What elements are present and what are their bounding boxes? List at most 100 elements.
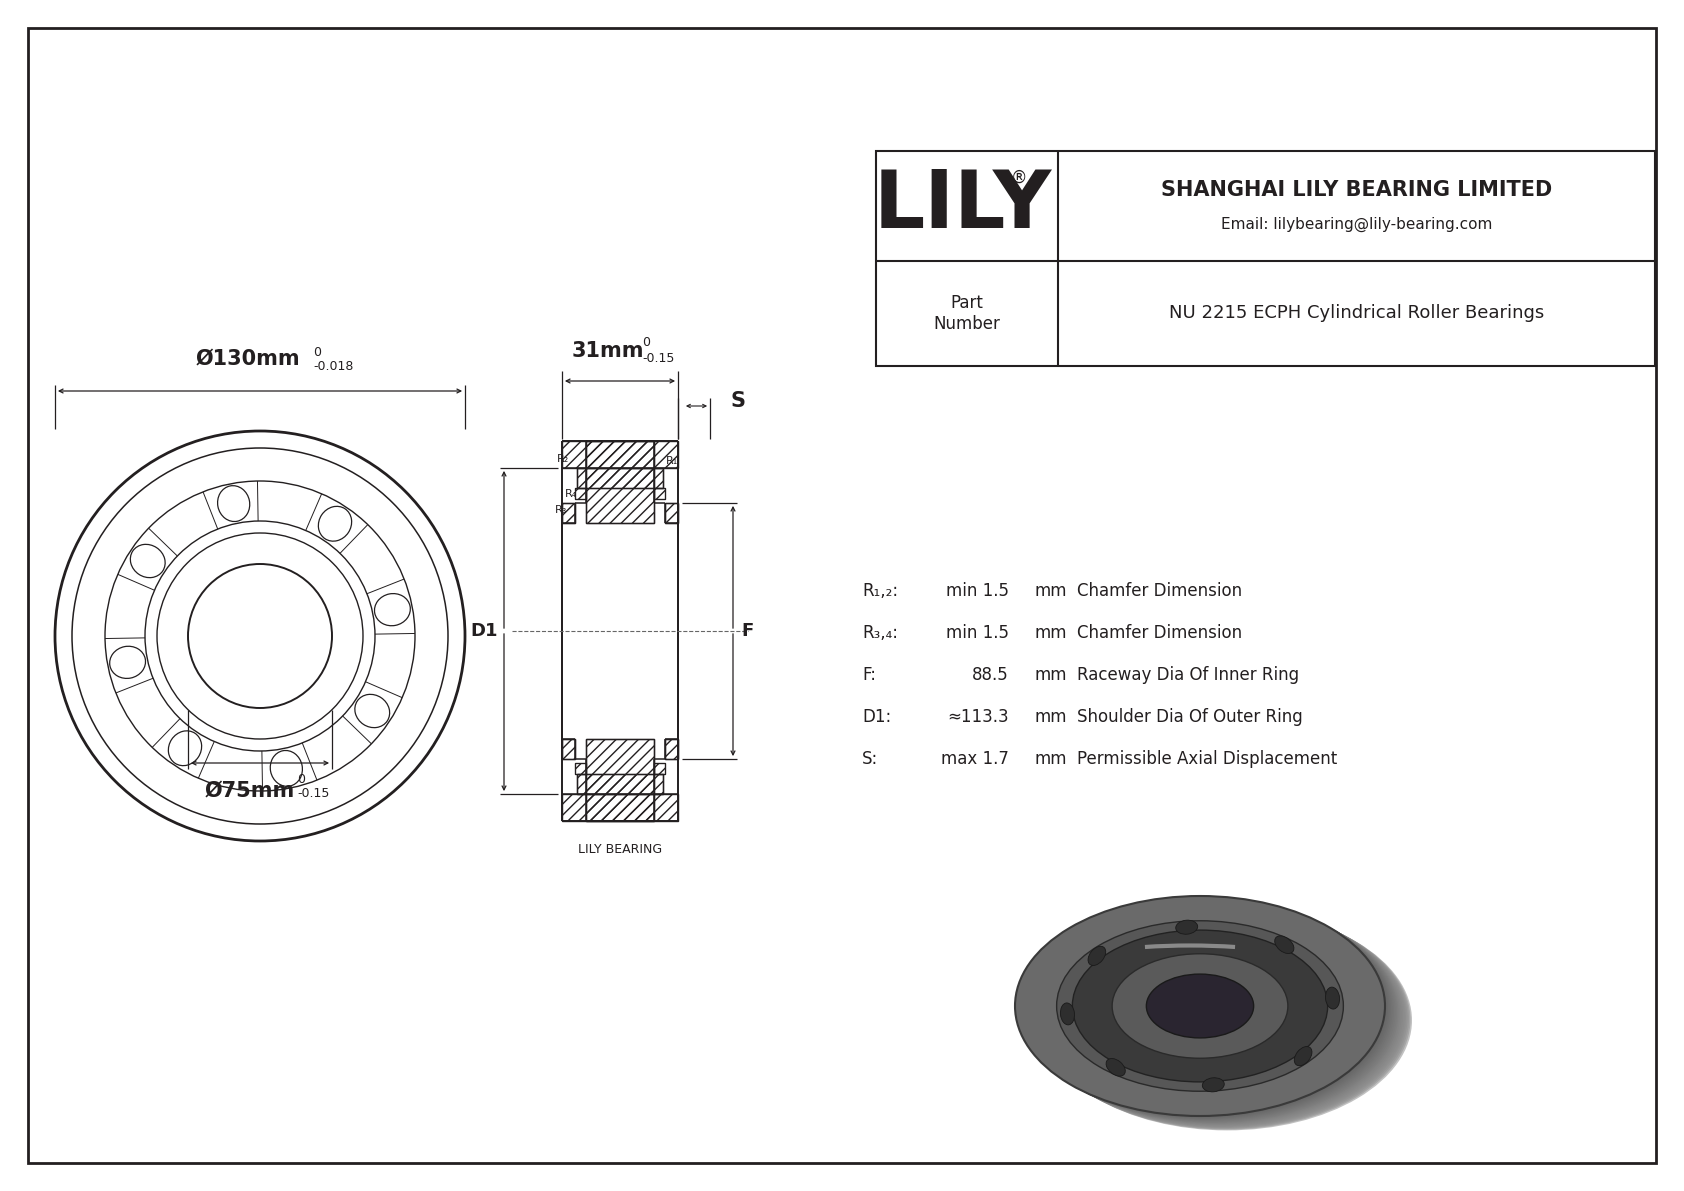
Ellipse shape bbox=[1019, 898, 1388, 1117]
Ellipse shape bbox=[1015, 896, 1384, 1116]
Ellipse shape bbox=[1073, 930, 1327, 1081]
Bar bbox=[562, 441, 679, 468]
Bar bbox=[653, 763, 665, 774]
Ellipse shape bbox=[1026, 902, 1396, 1122]
Text: S:: S: bbox=[862, 750, 879, 768]
Text: D1: D1 bbox=[470, 622, 498, 640]
Text: min 1.5: min 1.5 bbox=[946, 624, 1009, 642]
Ellipse shape bbox=[1032, 905, 1401, 1124]
Bar bbox=[562, 503, 574, 523]
Ellipse shape bbox=[1039, 909, 1410, 1129]
Ellipse shape bbox=[1034, 906, 1404, 1127]
Text: LILY BEARING: LILY BEARING bbox=[578, 843, 662, 856]
Bar bbox=[665, 738, 679, 759]
Ellipse shape bbox=[1032, 905, 1403, 1125]
Text: mm: mm bbox=[1036, 666, 1068, 684]
Ellipse shape bbox=[1022, 900, 1393, 1120]
Text: Ø130mm: Ø130mm bbox=[195, 349, 300, 369]
Text: R₂: R₂ bbox=[557, 454, 569, 464]
Text: R₁,₂:: R₁,₂: bbox=[862, 582, 898, 600]
Bar bbox=[574, 488, 586, 499]
Ellipse shape bbox=[1088, 947, 1106, 966]
Text: ®: ® bbox=[1010, 169, 1027, 187]
Text: mm: mm bbox=[1036, 750, 1068, 768]
Text: R₃: R₃ bbox=[556, 505, 568, 515]
Text: Shoulder Dia Of Outer Ring: Shoulder Dia Of Outer Ring bbox=[1078, 707, 1303, 727]
Bar bbox=[586, 441, 653, 523]
Bar bbox=[578, 774, 663, 794]
Text: Chamfer Dimension: Chamfer Dimension bbox=[1078, 582, 1243, 600]
Ellipse shape bbox=[1031, 904, 1399, 1124]
Bar bbox=[562, 738, 574, 759]
Bar bbox=[562, 794, 679, 821]
Text: LILY: LILY bbox=[874, 167, 1052, 245]
Text: R₄: R₄ bbox=[566, 490, 578, 499]
Text: F:: F: bbox=[862, 666, 876, 684]
Text: -0.15: -0.15 bbox=[296, 787, 330, 800]
Text: Raceway Dia Of Inner Ring: Raceway Dia Of Inner Ring bbox=[1078, 666, 1298, 684]
Ellipse shape bbox=[1147, 974, 1253, 1037]
Text: -0.15: -0.15 bbox=[642, 353, 674, 364]
Ellipse shape bbox=[1202, 1078, 1224, 1092]
Ellipse shape bbox=[1037, 908, 1408, 1128]
Ellipse shape bbox=[1042, 910, 1411, 1130]
Bar bbox=[562, 503, 574, 523]
Ellipse shape bbox=[1111, 954, 1288, 1059]
Text: mm: mm bbox=[1036, 624, 1068, 642]
Bar bbox=[562, 738, 574, 759]
Ellipse shape bbox=[1021, 899, 1391, 1120]
Text: S: S bbox=[729, 391, 744, 411]
Text: ≈113.3: ≈113.3 bbox=[948, 707, 1009, 727]
Text: SHANGHAI LILY BEARING LIMITED: SHANGHAI LILY BEARING LIMITED bbox=[1160, 180, 1553, 200]
Bar bbox=[574, 763, 586, 774]
Ellipse shape bbox=[1036, 908, 1406, 1127]
Ellipse shape bbox=[1295, 1047, 1312, 1066]
Ellipse shape bbox=[1275, 936, 1293, 954]
Text: NU 2215 ECPH Cylindrical Roller Bearings: NU 2215 ECPH Cylindrical Roller Bearings bbox=[1169, 305, 1544, 323]
Ellipse shape bbox=[1325, 987, 1339, 1009]
Text: F: F bbox=[741, 622, 753, 640]
Ellipse shape bbox=[1019, 898, 1389, 1118]
Text: Ø75mm: Ø75mm bbox=[205, 781, 295, 802]
Bar bbox=[574, 763, 586, 774]
Bar bbox=[653, 488, 665, 499]
Ellipse shape bbox=[1017, 897, 1386, 1117]
Text: 31mm: 31mm bbox=[573, 341, 645, 361]
Text: -0.018: -0.018 bbox=[313, 360, 354, 373]
Text: max 1.7: max 1.7 bbox=[941, 750, 1009, 768]
Bar bbox=[574, 488, 586, 499]
Bar bbox=[578, 468, 663, 488]
Bar bbox=[665, 503, 679, 523]
Bar bbox=[653, 763, 665, 774]
Ellipse shape bbox=[1106, 1059, 1125, 1077]
Ellipse shape bbox=[1024, 900, 1394, 1121]
Ellipse shape bbox=[1175, 921, 1197, 934]
Bar bbox=[665, 503, 679, 523]
Text: Permissible Axial Displacement: Permissible Axial Displacement bbox=[1078, 750, 1337, 768]
Text: min 1.5: min 1.5 bbox=[946, 582, 1009, 600]
Bar bbox=[578, 468, 663, 488]
Text: 0: 0 bbox=[313, 347, 322, 358]
Ellipse shape bbox=[1041, 910, 1411, 1129]
Bar bbox=[653, 488, 665, 499]
Text: Chamfer Dimension: Chamfer Dimension bbox=[1078, 624, 1243, 642]
Text: 0: 0 bbox=[642, 336, 650, 349]
Text: 0: 0 bbox=[296, 773, 305, 786]
Text: R₃,₄:: R₃,₄: bbox=[862, 624, 898, 642]
Text: D1:: D1: bbox=[862, 707, 891, 727]
Text: mm: mm bbox=[1036, 707, 1068, 727]
Bar bbox=[876, 151, 1655, 366]
Bar bbox=[586, 441, 653, 523]
Text: 88.5: 88.5 bbox=[972, 666, 1009, 684]
Ellipse shape bbox=[1056, 921, 1344, 1091]
Ellipse shape bbox=[1029, 903, 1398, 1123]
Text: Part
Number: Part Number bbox=[933, 294, 1000, 333]
Bar bbox=[586, 738, 653, 821]
Text: R₁: R₁ bbox=[665, 456, 679, 466]
Ellipse shape bbox=[1027, 903, 1398, 1122]
Bar bbox=[578, 774, 663, 794]
Ellipse shape bbox=[1061, 1003, 1074, 1025]
Text: Email: lilybearing@lily-bearing.com: Email: lilybearing@lily-bearing.com bbox=[1221, 217, 1492, 231]
Bar bbox=[665, 738, 679, 759]
Text: mm: mm bbox=[1036, 582, 1068, 600]
